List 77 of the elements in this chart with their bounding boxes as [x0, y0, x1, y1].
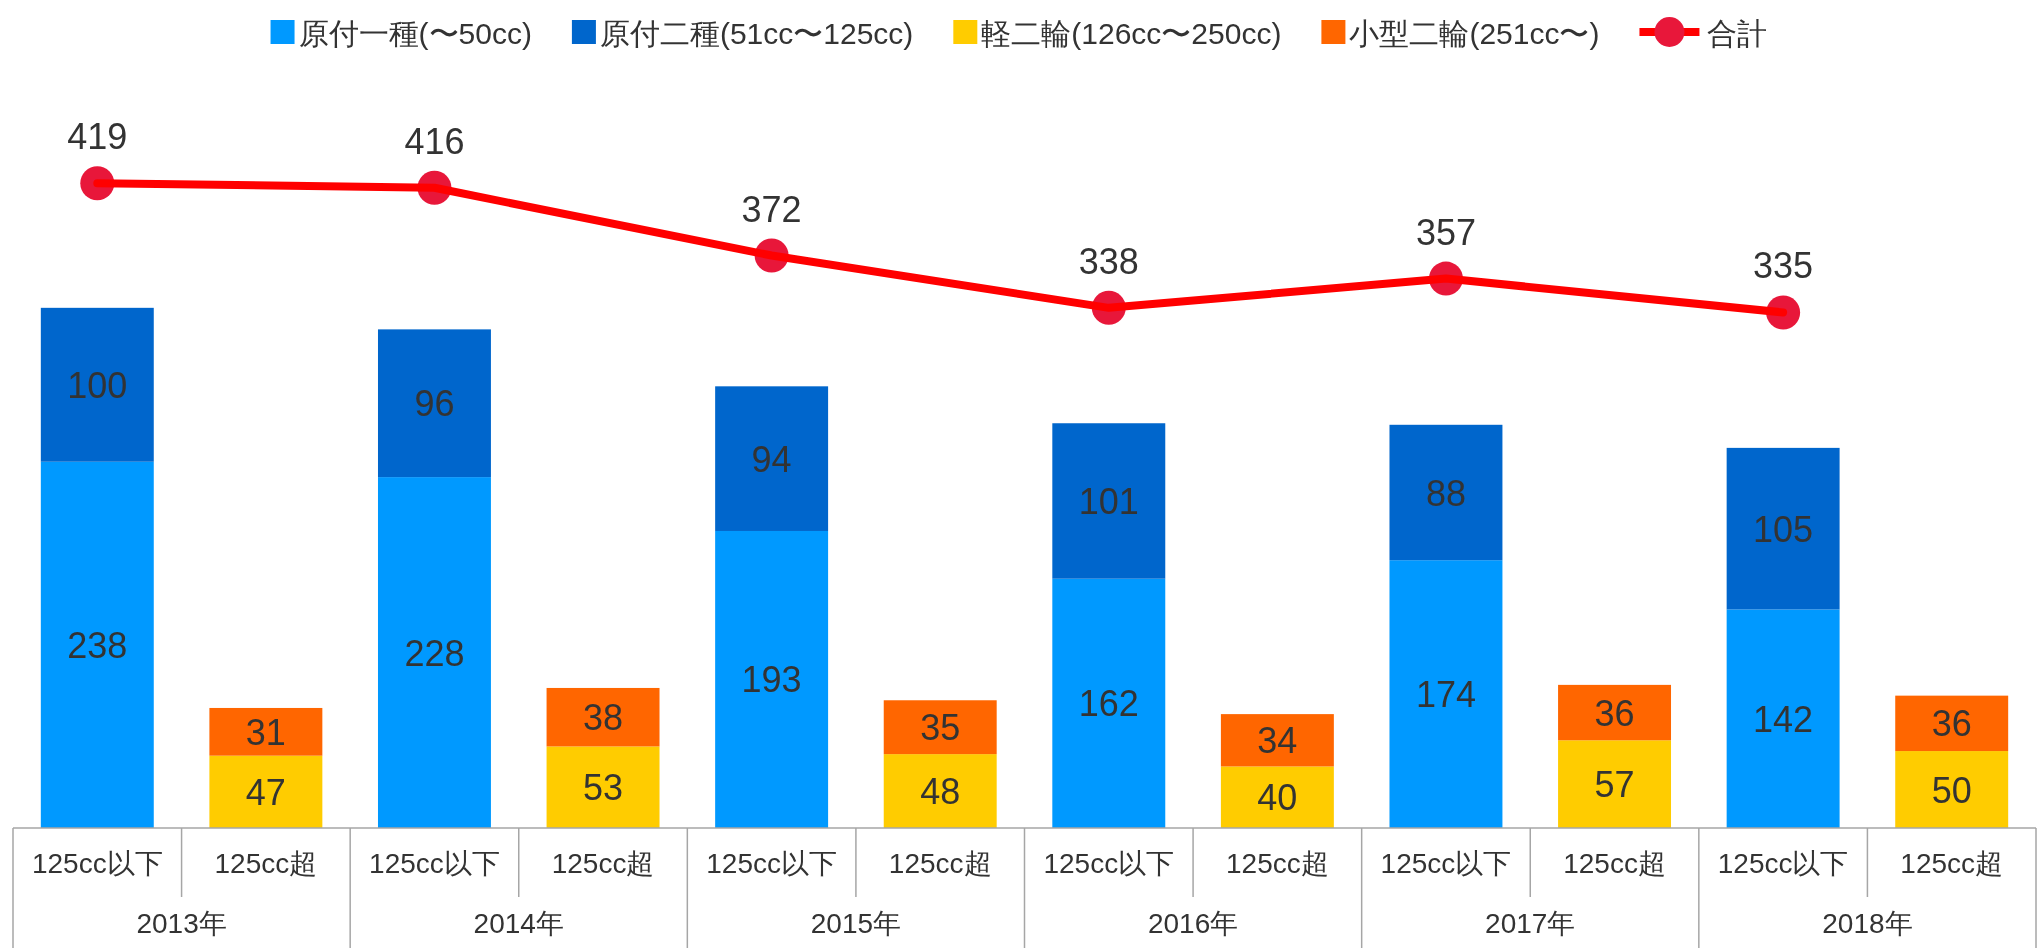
data-label: 57 — [1594, 764, 1635, 806]
x-tick-label: 125cc超 — [551, 847, 655, 879]
x-tick-label: 125cc超 — [888, 847, 992, 879]
bar — [40, 307, 154, 462]
bar — [883, 700, 997, 755]
bar — [1052, 578, 1166, 828]
data-label: 419 — [67, 116, 128, 158]
data-label: 96 — [414, 383, 455, 425]
data-label: 100 — [67, 364, 128, 406]
x-tick-label: 125cc以下 — [1717, 847, 1849, 879]
x-tick-label: 125cc以下 — [1043, 847, 1175, 879]
data-label: 50 — [1931, 769, 1972, 811]
text: 2014年 — [473, 907, 564, 939]
data-label: 88 — [1425, 472, 1466, 514]
text: 2016年 — [1147, 907, 1239, 939]
data-label: 94 — [751, 438, 792, 480]
bar — [1220, 714, 1334, 767]
legend-label: 小型二輪(251cc〜) — [1349, 17, 1600, 50]
bar — [1220, 766, 1334, 828]
data-label: 34 — [1257, 720, 1298, 762]
data-label: 372 — [741, 188, 802, 230]
text: 2018年 — [1822, 907, 1913, 939]
x-tick-label: 125cc以下 — [1380, 847, 1512, 879]
data-label: 35 — [920, 707, 961, 749]
bar — [1558, 740, 1672, 828]
bar — [715, 530, 829, 828]
x-tick-label: 125cc超 — [214, 847, 318, 879]
bar — [1052, 423, 1166, 579]
data-label: 193 — [741, 659, 802, 701]
bar — [1895, 695, 2009, 752]
bar — [1389, 560, 1503, 828]
bar — [715, 386, 829, 531]
data-label: 162 — [1078, 683, 1139, 725]
data-label: 36 — [1594, 692, 1635, 734]
data-label: 357 — [1415, 211, 1476, 253]
x-tick-label: 125cc以下 — [31, 847, 163, 879]
data-label: 31 — [245, 711, 286, 753]
data-label: 338 — [1078, 240, 1139, 282]
legend-label: 軽二輪(126cc〜250cc) — [981, 17, 1282, 50]
data-label: 36 — [1931, 703, 1972, 745]
text: 2017年 — [1485, 907, 1576, 939]
data-label: 228 — [404, 632, 465, 674]
data-label: 40 — [1257, 777, 1298, 819]
x-tick-label: 125cc以下 — [706, 847, 837, 879]
x-tick-label: 125cc超 — [1226, 847, 1329, 879]
data-label: 142 — [1753, 698, 1814, 740]
legend-label: 原付一種(〜50cc) — [298, 17, 532, 50]
data-label: 174 — [1415, 674, 1476, 716]
data-label: 416 — [404, 120, 465, 162]
data-label: 48 — [920, 771, 961, 813]
bar — [546, 687, 660, 747]
legend-label: 合計 — [1707, 17, 1768, 50]
text: 2015年 — [810, 907, 902, 939]
bar — [1389, 424, 1503, 561]
bar — [377, 329, 491, 478]
data-label: 101 — [1078, 480, 1139, 522]
data-label: 238 — [67, 624, 128, 666]
data-label: 105 — [1753, 508, 1814, 550]
bar — [546, 746, 660, 828]
x-tick-label: 125cc超 — [1563, 847, 1666, 879]
bar — [209, 707, 323, 756]
data-label: 38 — [583, 697, 624, 739]
x-tick-label: 125cc以下 — [369, 847, 500, 879]
bar — [1726, 447, 1840, 610]
bar — [1895, 751, 2009, 828]
bar — [1726, 609, 1840, 828]
data-label: 53 — [583, 767, 624, 809]
bar — [883, 754, 997, 828]
legend-label: 原付二種(51cc〜125cc) — [599, 17, 914, 50]
data-label: 47 — [245, 771, 286, 813]
bar — [1558, 684, 1672, 741]
bar — [40, 461, 154, 828]
x-tick-label: 125cc超 — [1900, 847, 2004, 879]
bar — [377, 477, 491, 828]
data-label: 335 — [1753, 245, 1814, 287]
text: 2013年 — [136, 907, 227, 939]
bar — [209, 755, 323, 828]
